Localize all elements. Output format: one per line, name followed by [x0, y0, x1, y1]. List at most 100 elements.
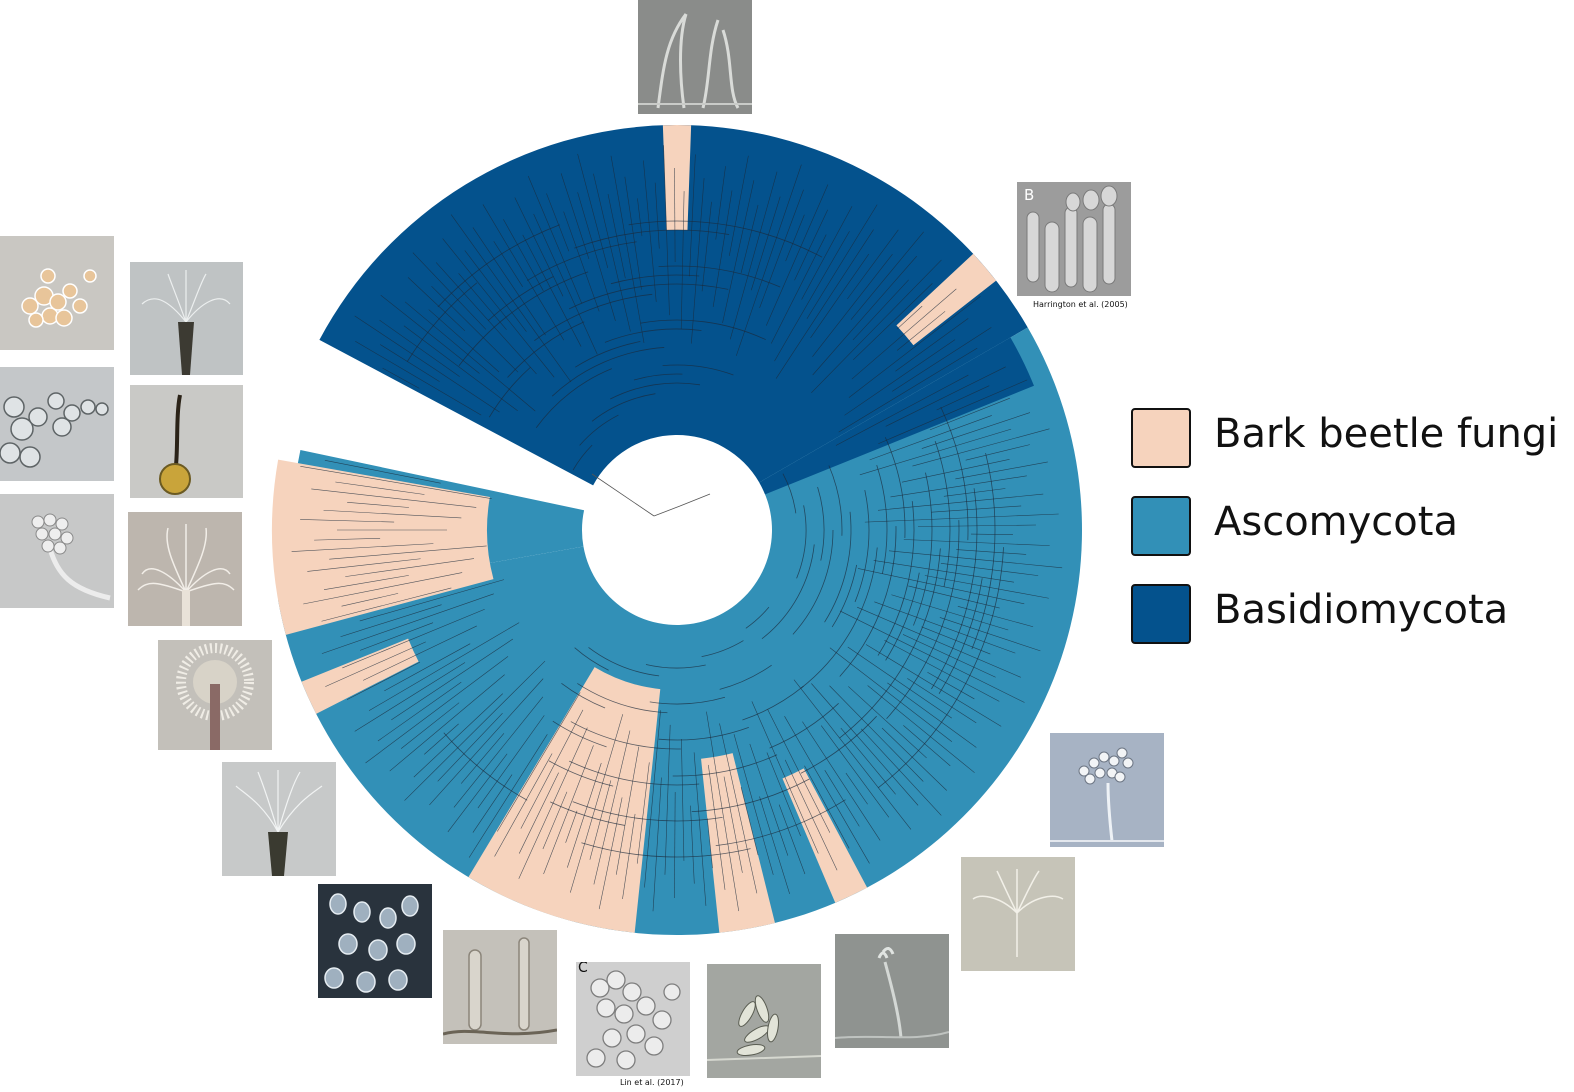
tree-branch — [520, 709, 584, 829]
tree-branch — [542, 791, 568, 850]
tree-branch — [365, 656, 509, 764]
tree-branch — [857, 568, 1025, 605]
tree-branch-arc — [488, 276, 554, 321]
tree-branch — [921, 412, 1031, 449]
tree-branch — [335, 481, 425, 495]
tree-branch-arc — [568, 283, 729, 310]
photo-left-3 — [0, 494, 114, 608]
tree-branch — [689, 154, 696, 277]
clade-bark-beetle-fungi — [701, 753, 775, 933]
tree-branch — [680, 191, 685, 330]
tree-branch — [391, 638, 514, 721]
tree-branch — [389, 674, 505, 772]
tree-branch — [321, 593, 494, 654]
tree-branch-arc — [575, 341, 641, 368]
tree-branch — [493, 241, 523, 287]
tree-branch — [424, 723, 459, 755]
tree-branch — [610, 155, 645, 343]
tree-branch — [363, 625, 477, 681]
credit-harrington: Harrington et al. (2005) — [1033, 300, 1128, 309]
legend-item-basidiomycota: Basidiomycota — [1131, 584, 1571, 648]
signature-mark — [717, 517, 752, 537]
tree-branch — [878, 493, 1044, 511]
tree-branch-arc — [507, 321, 585, 378]
tree-branch — [379, 319, 460, 377]
tree-branch — [719, 723, 758, 894]
tree-branch — [874, 601, 1016, 654]
tree-branch — [852, 279, 909, 341]
tree-branch-arc — [649, 696, 726, 705]
tree-branch-arc — [877, 501, 915, 656]
photo-left-1 — [0, 236, 114, 350]
tree-branch — [766, 752, 801, 837]
tree-branch-arc — [628, 220, 823, 258]
tree-branch-arc — [885, 572, 920, 661]
tree-branch — [518, 772, 559, 854]
tree-branch-arc — [604, 328, 702, 343]
tree-branch-arc — [701, 640, 744, 658]
tree-branch — [729, 171, 778, 340]
tree-branch-arc — [876, 464, 888, 574]
tree-branch — [622, 813, 636, 900]
tree-branch-arc — [913, 472, 933, 626]
tree-branch — [956, 549, 1027, 555]
photo-bottom-5 — [835, 934, 949, 1048]
tree-branch — [887, 682, 977, 748]
tree-branch-arc — [588, 647, 660, 677]
tree-branch — [453, 696, 544, 808]
tree-branch-arc — [488, 366, 531, 418]
tree-branch — [527, 175, 582, 304]
tree-branch-arc — [572, 444, 593, 471]
tree-branch-arc — [591, 393, 656, 422]
tree-branch — [784, 716, 870, 864]
photo-left-7 — [158, 640, 272, 750]
tree-branch — [878, 379, 1028, 445]
tree-branch — [881, 727, 947, 791]
tree-branch — [359, 579, 505, 622]
tree-branch — [464, 250, 527, 332]
tree-branch — [806, 204, 878, 319]
tree-branch — [681, 738, 685, 861]
tree-branch — [939, 617, 1041, 652]
tree-branch — [891, 594, 1009, 631]
tree-branch — [728, 155, 749, 256]
tree-branch-arc — [535, 368, 612, 428]
tree-branch — [377, 681, 462, 742]
tree-branch-arc — [458, 271, 589, 366]
photo-left-5 — [130, 385, 243, 498]
tree-branch-arc — [824, 511, 852, 623]
tree-branch — [690, 805, 695, 884]
tree-branch — [636, 762, 650, 864]
tree-branch — [354, 662, 466, 732]
tree-branch — [736, 164, 802, 356]
tree-branch — [965, 444, 1030, 461]
tree-branch-arc — [633, 373, 683, 381]
tree-branch — [342, 608, 485, 669]
tree-branch — [447, 753, 508, 833]
tree-branch — [857, 606, 1021, 678]
tree-branch — [472, 227, 546, 336]
tree-branch — [847, 229, 899, 300]
tree-branch — [404, 660, 546, 801]
tree-branch — [413, 693, 503, 778]
tree-branch — [340, 604, 442, 638]
tree-branch — [847, 646, 952, 719]
tree-branch — [812, 254, 893, 357]
tree-branch — [321, 587, 452, 622]
tree-branch-arc — [971, 452, 996, 650]
tree-branch — [311, 488, 477, 508]
tree-branch — [955, 461, 1048, 480]
photo-lin: C — [576, 962, 690, 1076]
tree-branch — [412, 252, 487, 330]
tree-branch — [707, 818, 713, 869]
tree-branch-arc — [792, 529, 834, 635]
tree-branch — [652, 777, 662, 912]
tree-branch-arc — [934, 440, 951, 587]
tree-branch — [407, 277, 466, 332]
tree-branch — [957, 606, 1034, 628]
tree-branch — [503, 219, 544, 291]
tree-branch — [654, 182, 660, 249]
tree-branch — [936, 385, 990, 411]
tree-branch — [864, 513, 1059, 523]
tree-center-hole — [637, 490, 717, 570]
